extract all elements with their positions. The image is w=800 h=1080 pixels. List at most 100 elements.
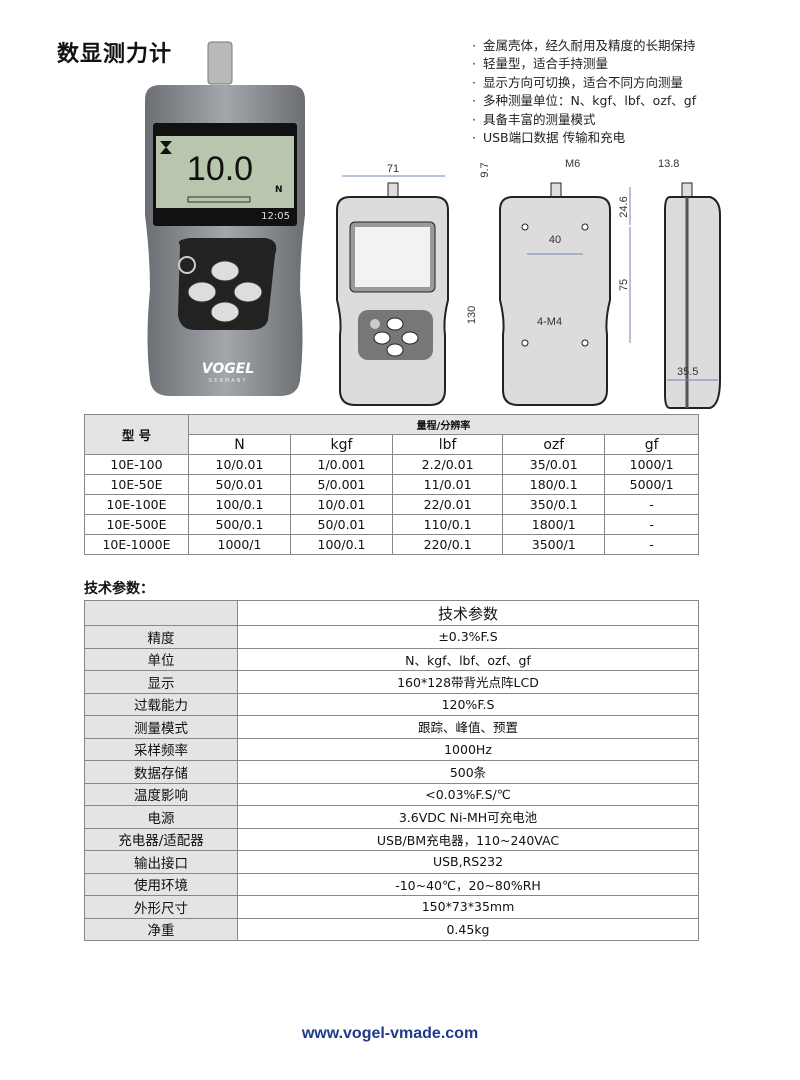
table-row: 显示 160*128带背光点阵LCD bbox=[84, 670, 699, 694]
spec-value: USB,RS232 bbox=[237, 850, 699, 874]
spec-label: 精度 bbox=[84, 625, 238, 649]
dim-width: 71 bbox=[387, 163, 399, 175]
right-button[interactable] bbox=[233, 281, 263, 303]
dim-thread: M6 bbox=[565, 158, 580, 170]
svg-text:9.7: 9.7 bbox=[479, 162, 491, 177]
feature-item: 轻量型，适合手持测量 bbox=[472, 55, 696, 73]
display-unit: N bbox=[275, 185, 283, 195]
spec-value: 500条 bbox=[237, 760, 699, 784]
footer-url[interactable]: www.vogel-vmade.com bbox=[301, 1025, 479, 1042]
page-title: 数显测力计 bbox=[57, 42, 173, 67]
spec-label: 测量模式 bbox=[84, 715, 238, 739]
feature-item: USB端口数据 传输和充电 bbox=[472, 129, 696, 147]
range-cell: 10/0.01 bbox=[188, 454, 291, 475]
range-cell: 100/0.1 bbox=[289, 534, 393, 555]
range-cell: 100/0.1 bbox=[188, 494, 291, 515]
front-view-drawing: 71 130 9.7 bbox=[336, 162, 491, 406]
feature-list: 金属壳体，经久耐用及精度的长期保持 轻量型，适合手持测量 显示方向可切换，适合不… bbox=[472, 37, 696, 147]
range-cell: 50/0.01 bbox=[188, 474, 291, 495]
table-row: 电源 3.6VDC Ni-MH可充电池 bbox=[84, 805, 699, 829]
svg-text:75: 75 bbox=[618, 279, 630, 291]
range-cell: 180/0.1 bbox=[502, 474, 606, 495]
range-cell: 3500/1 bbox=[502, 534, 606, 555]
power-button[interactable] bbox=[178, 256, 196, 274]
table-row: 数据存储 500条 bbox=[84, 760, 699, 784]
range-cell: 350/0.1 bbox=[502, 494, 606, 515]
table-row: 10E-100E 100/0.1 10/0.01 22/0.01 350/0.1- bbox=[84, 494, 699, 515]
table-row: 温度影响 <0.03%F.S/℃ bbox=[84, 782, 699, 806]
dim-holes: 4-M4 bbox=[537, 316, 562, 328]
display-time: 12:05 bbox=[261, 211, 290, 222]
spec-label: 过载能力 bbox=[84, 692, 238, 716]
table-row: 外形尺寸 150*73*35mm bbox=[84, 895, 699, 919]
brand-logo: VOGEL bbox=[202, 361, 254, 377]
range-cell: 50/0.01 bbox=[289, 514, 393, 535]
unit-header: lbf bbox=[391, 434, 504, 455]
range-cell: 10/0.01 bbox=[289, 494, 393, 515]
feature-item: 具备丰富的测量模式 bbox=[472, 111, 696, 129]
range-cell: 1/0.001 bbox=[289, 454, 393, 475]
spec-section-title: 技术参数： bbox=[84, 581, 154, 597]
table-row: 10E-500E 500/0.1 50/0.01 110/0.1 1800/1- bbox=[84, 514, 699, 535]
spec-value: N、kgf、lbf、ozf、gf bbox=[237, 647, 699, 671]
spec-label: 温度影响 bbox=[84, 782, 238, 806]
dim-side-top: 13.8 bbox=[658, 158, 679, 170]
range-cell: - bbox=[604, 534, 699, 555]
spec-value: USB/BM充电器，110~240VAC bbox=[237, 827, 699, 851]
range-cell: 1800/1 bbox=[502, 514, 606, 535]
feature-item: 多种测量单位：N、kgf、lbf、ozf、gf bbox=[472, 92, 696, 110]
up-button[interactable] bbox=[210, 260, 240, 282]
table-row: 输出接口 USB,RS232 bbox=[84, 850, 699, 874]
range-cell: 110/0.1 bbox=[391, 514, 504, 535]
range-cell: - bbox=[604, 514, 699, 535]
dim-hole-spacing: 40 bbox=[549, 234, 561, 246]
spec-label: 电源 bbox=[84, 805, 238, 829]
table-row: 10E-1000E 1000/1 100/0.1 220/0.1 3500/1- bbox=[84, 534, 699, 555]
left-button[interactable] bbox=[187, 281, 217, 303]
unit-header: ozf bbox=[502, 434, 606, 455]
spec-value: 跟踪、峰值、预置 bbox=[237, 715, 699, 739]
svg-text:GERMANY: GERMANY bbox=[208, 378, 247, 384]
spec-value: 160*128带背光点阵LCD bbox=[237, 670, 699, 694]
dimension-drawings: 71 130 9.7 40 M6 24.6 75 4-M4 13.8 35.5 bbox=[336, 158, 721, 409]
table-row: 10E-100 10/0.01 1/0.001 2.2/0.01 35/0.01 1000… bbox=[84, 454, 699, 475]
spec-label: 外形尺寸 bbox=[84, 895, 238, 919]
feature-item: 显示方向可切换，适合不同方向测量 bbox=[472, 74, 696, 92]
dim-depth: 35.5 bbox=[677, 366, 698, 378]
down-button[interactable] bbox=[210, 301, 240, 323]
side-view-drawing: 13.8 35.5 bbox=[658, 158, 721, 409]
range-cell: 500/0.1 bbox=[188, 514, 291, 535]
spec-value: 0.45kg bbox=[237, 917, 699, 941]
spec-label: 充电器/适配器 bbox=[84, 827, 238, 851]
range-cell: 11/0.01 bbox=[391, 474, 504, 495]
spec-label: 采样频率 bbox=[84, 737, 238, 761]
spec-label: 单位 bbox=[84, 647, 238, 671]
model-cell: 10E-100E bbox=[84, 494, 189, 515]
spec-label: 数据存储 bbox=[84, 760, 238, 784]
force-gauge-photo: 10.0 N 12:05 VOGEL GERMANY bbox=[145, 41, 305, 396]
spec-label: 使用环境 bbox=[84, 872, 238, 896]
dim-height: 130 bbox=[466, 306, 478, 324]
unit-header: gf bbox=[604, 434, 699, 455]
spec-header: 技术参数 bbox=[237, 600, 699, 626]
table-row: 精度 ±0.3%F.S bbox=[84, 625, 699, 649]
spec-value: 3.6VDC Ni-MH可充电池 bbox=[237, 805, 699, 829]
table-row: 充电器/适配器 USB/BM充电器，110~240VAC bbox=[84, 827, 699, 851]
model-cell: 10E-50E bbox=[84, 474, 189, 495]
spec-value: -10~40℃，20~80%RH bbox=[237, 872, 699, 896]
model-cell: 10E-500E bbox=[84, 514, 189, 535]
range-cell: 5/0.001 bbox=[289, 474, 393, 495]
spec-value: ±0.3%F.S bbox=[237, 625, 699, 649]
spec-label: 净重 bbox=[84, 917, 238, 941]
spec-value: <0.03%F.S/℃ bbox=[237, 782, 699, 806]
range-cell: 35/0.01 bbox=[502, 454, 606, 475]
spec-label: 输出接口 bbox=[84, 850, 238, 874]
table-row: 使用环境 -10~40℃，20~80%RH bbox=[84, 872, 699, 896]
table-row: 测量模式 跟踪、峰值、预置 bbox=[84, 715, 699, 739]
spec-label: 显示 bbox=[84, 670, 238, 694]
range-cell: 22/0.01 bbox=[391, 494, 504, 515]
range-header: 量程/分辨率 bbox=[188, 414, 699, 435]
display-reading: 10.0 bbox=[187, 150, 253, 188]
spec-table: 技术参数 精度 ±0.3%F.S 单位 N、kgf、lbf、ozf、gf 显示 160*1… bbox=[84, 600, 699, 941]
